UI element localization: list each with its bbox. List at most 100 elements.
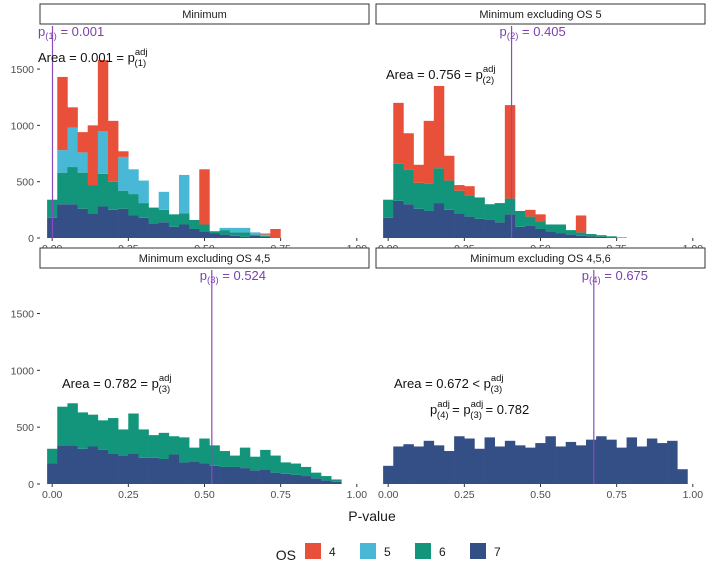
bar-os6 bbox=[454, 190, 465, 214]
bar-os7 bbox=[657, 443, 668, 484]
bar-os6 bbox=[403, 169, 414, 205]
bar-os4 bbox=[67, 107, 78, 128]
bar-os6 bbox=[168, 214, 180, 227]
bar-os7 bbox=[178, 224, 190, 238]
area-annotation: Area = 0.782 = padj (3) bbox=[62, 373, 172, 395]
bar-os4 bbox=[77, 132, 88, 153]
bar-os6 bbox=[290, 463, 302, 475]
bar-os6 bbox=[239, 232, 251, 237]
bar-os6 bbox=[575, 232, 587, 236]
bar-os7 bbox=[168, 226, 180, 238]
bar-os6 bbox=[118, 429, 129, 456]
bar-os7 bbox=[413, 208, 424, 238]
x-axis-title: P-value bbox=[348, 508, 396, 524]
bar-os6 bbox=[97, 420, 109, 450]
bar-os7 bbox=[514, 445, 526, 484]
bar-os4 bbox=[118, 151, 129, 157]
bar-os7 bbox=[494, 446, 506, 484]
bar-os5 bbox=[57, 150, 68, 173]
bar-os7 bbox=[249, 235, 261, 238]
bar-os7 bbox=[280, 473, 291, 484]
bar-os7 bbox=[87, 446, 99, 484]
panel-2: Minimum excluding OS 50.000.250.500.751.… bbox=[375, 3, 706, 255]
area-annotation: Area = 0.001 = padj (1) bbox=[38, 47, 148, 69]
bar-os7 bbox=[545, 436, 556, 484]
legend: OS 4 5 6 7 bbox=[276, 543, 501, 563]
bar-os7 bbox=[128, 453, 139, 484]
bar-os6 bbox=[310, 472, 322, 479]
legend-label: 4 bbox=[329, 545, 336, 559]
bar-os7 bbox=[525, 447, 536, 484]
bar-os4 bbox=[454, 185, 465, 191]
bar-os4 bbox=[433, 85, 445, 169]
y-tick-label: 500 bbox=[16, 422, 34, 434]
bar-os7 bbox=[585, 439, 597, 484]
legend-label: 6 bbox=[439, 545, 446, 559]
panel-1: Minimum0.000.250.500.751.00050010001500p… bbox=[11, 3, 370, 255]
bar-os6 bbox=[474, 197, 485, 219]
bar-os7 bbox=[97, 206, 109, 238]
bar-os6 bbox=[107, 181, 119, 210]
bar-os6 bbox=[535, 221, 546, 229]
bar-os5 bbox=[158, 191, 170, 210]
bar-os6 bbox=[249, 456, 261, 471]
bar-os7 bbox=[77, 448, 88, 484]
bar-os5 bbox=[138, 180, 149, 204]
area-annotation: padj (4) = padj (3) = 0.782 bbox=[430, 399, 529, 421]
bar-os6 bbox=[209, 445, 220, 466]
bar-os6 bbox=[321, 476, 332, 481]
bar-os6 bbox=[158, 209, 170, 223]
bar-os7 bbox=[290, 474, 302, 484]
bar-os7 bbox=[331, 481, 342, 484]
bar-os7 bbox=[514, 226, 526, 238]
bar-os4 bbox=[260, 233, 271, 235]
bars bbox=[47, 403, 342, 484]
bar-os6 bbox=[270, 455, 281, 473]
bar-os7 bbox=[545, 231, 556, 238]
bar-os7 bbox=[219, 234, 231, 238]
bar-os7 bbox=[97, 449, 109, 484]
bar-os7 bbox=[443, 451, 455, 484]
bar-os6 bbox=[413, 182, 424, 209]
bar-os7 bbox=[87, 213, 99, 238]
bar-os7 bbox=[555, 446, 567, 484]
bar-os4 bbox=[504, 105, 516, 199]
bar-os7 bbox=[464, 216, 475, 238]
bar-os6 bbox=[178, 437, 190, 463]
bar-os7 bbox=[484, 219, 495, 238]
y-tick-label: 1500 bbox=[11, 64, 35, 76]
bar-os7 bbox=[229, 466, 241, 484]
bar-os6 bbox=[443, 180, 455, 210]
bar-os7 bbox=[403, 444, 414, 484]
bar-os6 bbox=[77, 172, 88, 209]
bar-os7 bbox=[158, 222, 170, 238]
panel-title: Minimum excluding OS 5 bbox=[479, 9, 601, 21]
panel-strip bbox=[39, 3, 370, 25]
legend-title: OS bbox=[276, 547, 296, 563]
y-tick-label: 0 bbox=[28, 233, 34, 245]
bar-os7 bbox=[585, 236, 597, 238]
x-tick-label: 0.25 bbox=[454, 489, 475, 501]
bar-os7 bbox=[67, 445, 78, 484]
bar-os6 bbox=[219, 230, 231, 235]
bar-os7 bbox=[575, 235, 587, 238]
bar-os7 bbox=[118, 208, 129, 238]
bar-os7 bbox=[646, 438, 658, 484]
bar-os7 bbox=[199, 231, 210, 238]
bar-os6 bbox=[393, 163, 404, 201]
bar-os7 bbox=[555, 233, 567, 238]
bar-os6 bbox=[464, 195, 475, 217]
bar-os6 bbox=[555, 224, 567, 234]
bar-os7 bbox=[535, 443, 546, 484]
bar-os6 bbox=[229, 455, 241, 467]
bar-os7 bbox=[403, 204, 414, 238]
panel-title: Minimum excluding OS 4,5,6 bbox=[470, 253, 611, 265]
bars bbox=[47, 60, 281, 238]
bar-os6 bbox=[525, 216, 536, 226]
area-annotation: Area = 0.672 < padj (3) bbox=[394, 373, 504, 395]
bar-os7 bbox=[484, 437, 495, 484]
bar-os7 bbox=[321, 480, 332, 484]
x-tick-label: 0.00 bbox=[42, 489, 63, 501]
bar-os7 bbox=[138, 217, 149, 238]
bar-os6 bbox=[138, 429, 149, 458]
